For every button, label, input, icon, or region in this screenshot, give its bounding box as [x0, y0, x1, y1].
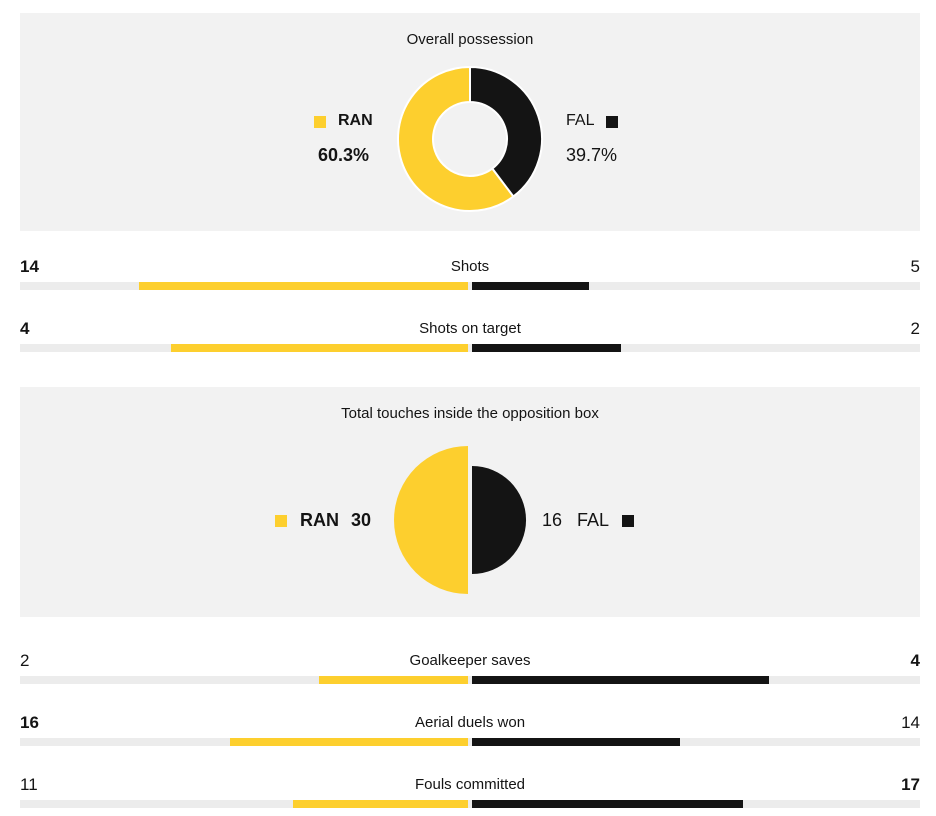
- stat-bar-home: [139, 282, 468, 290]
- stat-bar-home: [319, 676, 468, 684]
- stat-track: [20, 738, 920, 746]
- stat-track: [20, 676, 920, 684]
- stat-row: 16 Aerial duels won 14: [20, 713, 920, 754]
- stat-bar-home: [293, 800, 468, 808]
- stat-row: 14 Shots 5: [20, 257, 920, 298]
- stat-home-value: 2: [20, 651, 30, 670]
- stat-away-value: 2: [910, 319, 920, 338]
- touches-away-swatch: [622, 515, 634, 527]
- possession-panel: Overall possession RAN 60.3% FAL 39.7%: [20, 13, 920, 231]
- stat-home-value: 14: [20, 257, 39, 276]
- away-legend-swatch: [606, 116, 618, 128]
- touches-away-value: 16: [542, 510, 563, 530]
- stat-row: 4 Shots on target 2: [20, 319, 920, 360]
- touches-home-team: RAN: [300, 510, 339, 530]
- donut-slice-home: [397, 65, 515, 212]
- stat-bar-away: [472, 738, 680, 746]
- stat-home-value: 16: [20, 713, 39, 732]
- stat-bar-away: [472, 282, 589, 290]
- possession-home-value: 60.3%: [318, 145, 370, 165]
- touches-away-team: FAL: [577, 510, 610, 530]
- touches-panel: Total touches inside the opposition box …: [20, 387, 920, 617]
- stat-label: Shots on target: [419, 320, 521, 337]
- possession-away-team: FAL: [566, 112, 595, 129]
- stat-track: [20, 344, 920, 352]
- stat-row: 2 Goalkeeper saves 4: [20, 651, 920, 692]
- stat-bar-away: [472, 344, 621, 352]
- stat-row: 11 Fouls committed 17: [20, 775, 920, 816]
- home-legend-swatch: [314, 116, 326, 128]
- stat-label: Goalkeeper saves: [409, 652, 531, 669]
- touches-home-value: 30: [351, 510, 372, 530]
- touches-half-home: [394, 446, 468, 594]
- stat-away-value: 14: [901, 713, 920, 732]
- stat-track: [20, 800, 920, 808]
- possession-title: Overall possession: [406, 31, 534, 48]
- donut-slice-away: [469, 65, 543, 198]
- stat-away-value: 5: [910, 257, 920, 276]
- touches-title: Total touches inside the opposition box: [341, 405, 599, 422]
- touches-home-swatch: [275, 515, 287, 527]
- stat-bar-home: [230, 738, 468, 746]
- stat-label: Aerial duels won: [414, 714, 526, 731]
- stat-away-value: 4: [910, 651, 920, 670]
- stat-track: [20, 282, 920, 290]
- possession-donut: [397, 65, 543, 212]
- touches-halfcircles: [394, 446, 527, 594]
- stat-label: Fouls committed: [414, 776, 526, 793]
- stat-label: Shots: [450, 258, 490, 275]
- stat-bar-away: [472, 800, 743, 808]
- stat-home-value: 4: [20, 319, 30, 338]
- possession-away-value: 39.7%: [566, 145, 618, 165]
- touches-half-away: [472, 465, 527, 575]
- stat-away-value: 17: [901, 775, 920, 794]
- possession-home-team: RAN: [338, 112, 373, 129]
- stat-home-value: 11: [20, 775, 38, 794]
- stat-bar-home: [171, 344, 468, 352]
- stat-bar-away: [472, 676, 769, 684]
